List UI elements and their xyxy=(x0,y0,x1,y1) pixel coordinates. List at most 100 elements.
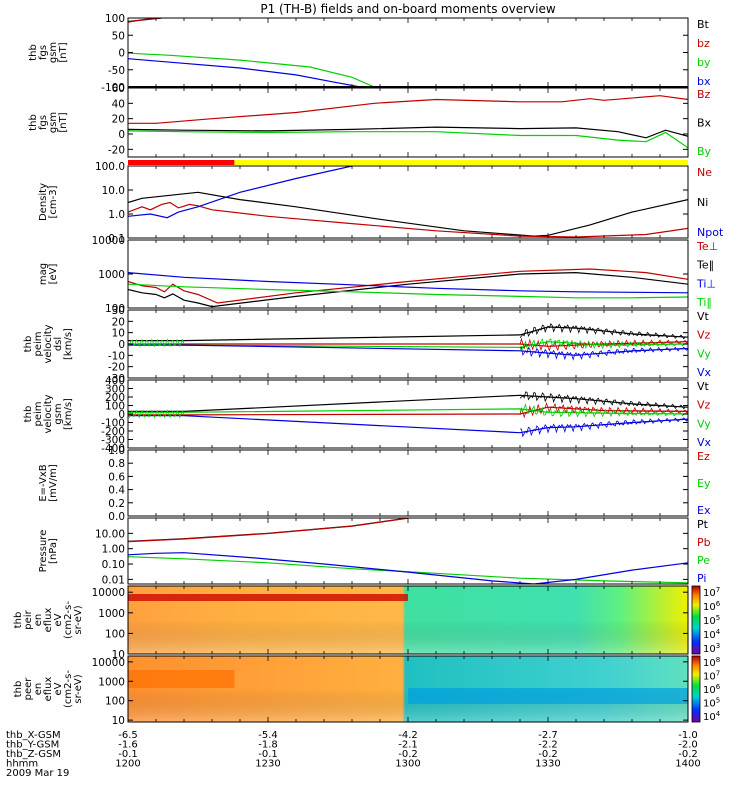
legend-entry: Vy xyxy=(697,417,711,430)
y-tick-label: 1.0 xyxy=(108,209,125,221)
colorbar-tick-label: 105 xyxy=(703,614,720,627)
legend-entry: Vx xyxy=(697,436,712,449)
y-axis-label: [km/s] xyxy=(63,328,74,360)
y-axis-label: (cm2-s- xyxy=(63,601,74,639)
legend-entry: bx xyxy=(697,75,711,88)
y-tick-label: 100 xyxy=(105,401,125,413)
y-axis-label: thb xyxy=(13,681,24,698)
legend-entry: Ni xyxy=(697,196,708,209)
y-axis-label: [nPa] xyxy=(48,538,59,564)
y-axis-label: eflux xyxy=(43,608,54,633)
legend-entry: Ti‖ xyxy=(696,296,712,309)
y-tick-label: -100 xyxy=(101,82,125,94)
y-tick-label: -10 xyxy=(108,350,125,362)
y-tick-label: -300 xyxy=(101,435,125,447)
y-tick-label: 100 xyxy=(105,696,125,708)
legend-entry: Npot xyxy=(697,226,724,239)
y-tick-label: 100 xyxy=(105,628,125,640)
series-line-Vx xyxy=(128,415,688,434)
y-tick-label: 0.01 xyxy=(102,574,125,586)
y-axis-label: mag xyxy=(38,263,49,285)
y-tick-label: 100 xyxy=(105,303,125,315)
x-axis-value: 1200 xyxy=(115,759,140,770)
y-tick-label: 10 xyxy=(112,715,125,727)
series-line-Te‖ xyxy=(128,271,688,308)
legend-entry: Pb xyxy=(697,536,711,549)
y-axis-label: eV xyxy=(53,682,64,695)
panel-1: 100 50 0 -50 -100 thb fgs gsm [nT] Bt bz by bx xyxy=(28,13,711,94)
x-axis-value: -0.2 xyxy=(398,749,418,760)
y-tick-label: 20 xyxy=(112,316,125,328)
panel-3: 100.0 10.0 1.0 0.1 Density [cm-3] Ne Ni Npot xyxy=(38,161,724,245)
legend-entry: Te‖ xyxy=(696,259,714,272)
y-axis-label: peim xyxy=(33,331,44,356)
y-axis-label: thb xyxy=(28,114,39,131)
x-axis-value: -0.2 xyxy=(678,749,698,760)
x-axis-value: -1.8 xyxy=(258,740,278,751)
series-line-by xyxy=(128,52,375,87)
series-line-Vx xyxy=(128,344,688,356)
x-axis-value: -2.2 xyxy=(538,740,558,751)
y-axis-label: [km/s] xyxy=(63,398,74,430)
y-tick-label: -100 xyxy=(101,418,125,430)
y-tick-label: 0.8 xyxy=(108,458,125,470)
colorbar xyxy=(691,585,701,655)
y-axis-label: gsm xyxy=(53,403,64,424)
y-tick-label: 1000 xyxy=(98,676,125,688)
panel-frame xyxy=(127,87,689,158)
y-axis-label: thb xyxy=(23,336,34,353)
x-axis-date: 2009 Mar 19 xyxy=(6,768,69,779)
y-axis-label: thb xyxy=(13,612,24,629)
y-axis-label: en xyxy=(33,614,44,627)
series-line-Vt xyxy=(128,394,688,412)
x-axis-value: -2.7 xyxy=(538,730,558,741)
y-tick-label: -20 xyxy=(108,362,125,374)
y-axis-label: [nT] xyxy=(58,42,69,62)
series-noise-Vz xyxy=(519,401,688,419)
y-axis-label: velocity xyxy=(43,324,54,363)
y-tick-label: 30 xyxy=(112,305,125,317)
mode-bar-slow xyxy=(234,160,688,165)
legend-entry: Vz xyxy=(697,399,711,412)
series-noise-Vx xyxy=(519,417,688,438)
colorbar-tick-label: 105 xyxy=(703,697,720,710)
legend-entry: bz xyxy=(697,37,710,50)
y-tick-label: 0.6 xyxy=(108,471,125,483)
legend-entry: Vz xyxy=(697,329,711,342)
panel-8: 10.00 1.00 0.10 0.01 Pressure [nPa] Pt Pb Pe Pi xyxy=(38,517,711,586)
x-axis-value: 1230 xyxy=(255,759,280,770)
colorbar-tick-label: 104 xyxy=(703,628,721,641)
legend-entry: Vt xyxy=(697,380,710,393)
series-noise-Vy xyxy=(519,403,688,418)
y-tick-label: 100 xyxy=(105,13,125,25)
colorbar xyxy=(691,655,701,723)
y-axis-label: gsm xyxy=(48,112,59,133)
legend-entry: Te⊥ xyxy=(696,240,718,253)
y-tick-label: 0 xyxy=(118,409,125,421)
y-tick-label: 0 xyxy=(118,339,125,351)
colorbar-tick-label: 104 xyxy=(703,710,721,723)
y-axis-label: sr-eV) xyxy=(73,605,84,634)
series-line-Pb xyxy=(128,518,409,543)
legend-entry: Vx xyxy=(697,366,712,379)
legend-entry: Bx xyxy=(697,117,712,130)
x-axis-value: -5.4 xyxy=(258,730,278,741)
y-tick-label: 0.10 xyxy=(102,559,125,571)
series-noise-early xyxy=(128,409,185,419)
y-tick-label: 0.2 xyxy=(108,498,125,510)
x-axis-row-name: thb_X-GSM xyxy=(6,730,61,741)
colorbar-tick-label: 107 xyxy=(703,670,720,683)
y-axis-label: peer xyxy=(23,677,34,701)
y-axis-label: thb xyxy=(28,44,39,61)
mode-bar-fast xyxy=(128,160,235,165)
x-axis-value: -2.1 xyxy=(398,740,418,751)
y-tick-label: 10.0 xyxy=(102,185,125,197)
y-tick-label: 1000 xyxy=(98,269,125,281)
colorbar-tick-label: 107 xyxy=(703,586,720,599)
legend-entry: Ti⊥ xyxy=(696,277,716,290)
legend-entry: Pi xyxy=(697,572,706,585)
panel-7: 1.00.80.6 0.40.20.0 E=-VxB [mV/m] Ez Ey Ex xyxy=(38,445,711,523)
y-axis-label: peim xyxy=(33,401,44,426)
